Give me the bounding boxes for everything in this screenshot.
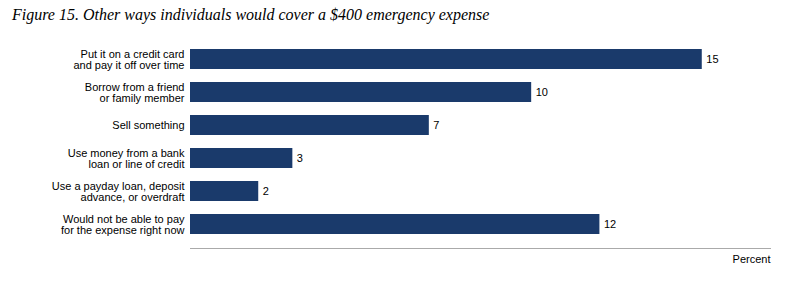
svg-text:2: 2 [263,185,269,197]
svg-text:Percent: Percent [733,253,771,265]
svg-text:3: 3 [297,152,303,164]
svg-text:12: 12 [604,218,616,230]
svg-text:Would not be able to payfor th: Would not be able to payfor the expense … [61,213,185,236]
svg-text:Put it on a credit cardand pay: Put it on a credit cardand pay it off ov… [73,48,184,71]
svg-text:15: 15 [706,53,718,65]
svg-text:Use money from a bankloan or l: Use money from a bankloan or line of cre… [68,147,185,170]
html-text:Figure 15. Other ways individu: Figure 15. Other ways individuals would … [12,6,490,23]
svg-text:7: 7 [433,119,439,131]
svg-text:Sell something: Sell something [112,119,184,131]
svg-text:Borrow from a friendor family: Borrow from a friendor family member [85,81,185,104]
svg-text:10: 10 [536,86,548,98]
svg-text:Use a payday loan, depositadva: Use a payday loan, depositadvance, or ov… [52,180,185,203]
